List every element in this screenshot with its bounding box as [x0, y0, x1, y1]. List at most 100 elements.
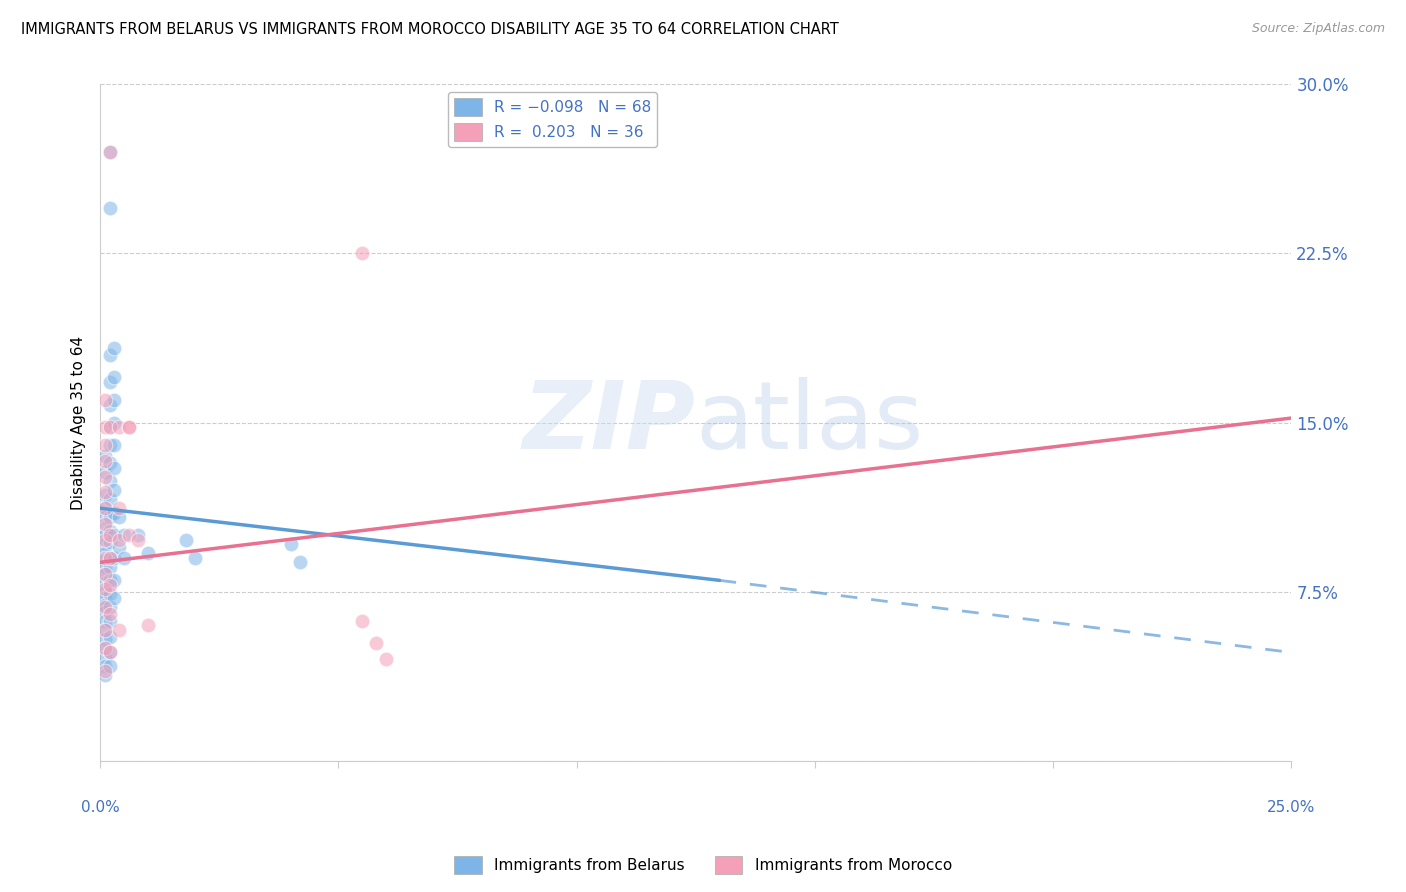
Point: [98, 645, 121, 659]
Legend: Immigrants from Belarus, Immigrants from Morocco: Immigrants from Belarus, Immigrants from…: [449, 850, 957, 880]
Point: [98, 578, 121, 592]
Point: [94, 623, 117, 637]
Point: [108, 501, 131, 516]
Point: [98, 348, 121, 362]
Point: [94, 553, 117, 567]
Point: [94, 614, 117, 628]
Point: [366, 636, 388, 650]
Point: [98, 456, 121, 470]
Text: IMMIGRANTS FROM BELARUS VS IMMIGRANTS FROM MOROCCO DISABILITY AGE 35 TO 64 CORRE: IMMIGRANTS FROM BELARUS VS IMMIGRANTS FR…: [21, 22, 839, 37]
Point: [94, 537, 117, 551]
Point: [127, 528, 149, 542]
Point: [112, 550, 135, 565]
Point: [103, 574, 125, 588]
Point: [98, 550, 121, 565]
Text: Source: ZipAtlas.com: Source: ZipAtlas.com: [1251, 22, 1385, 36]
Point: [98, 145, 121, 159]
Point: [94, 465, 117, 479]
Point: [94, 510, 117, 524]
Point: [94, 438, 117, 452]
Point: [98, 492, 121, 507]
Point: [98, 528, 121, 542]
Point: [98, 438, 121, 452]
Point: [98, 614, 121, 628]
Point: [98, 535, 121, 549]
Point: [108, 540, 131, 554]
Point: [98, 398, 121, 412]
Point: [94, 623, 117, 637]
Point: [94, 600, 117, 615]
Point: [98, 202, 121, 216]
Point: [94, 454, 117, 468]
Point: [94, 566, 117, 581]
Point: [290, 555, 312, 569]
Point: [98, 510, 121, 524]
Point: [94, 501, 117, 516]
Point: [94, 533, 117, 547]
Point: [98, 550, 121, 565]
Point: [94, 582, 117, 597]
Point: [103, 416, 125, 430]
Point: [136, 546, 159, 560]
Point: [94, 485, 117, 500]
Point: [94, 516, 117, 531]
Point: [94, 559, 117, 574]
Text: 25.0%: 25.0%: [1267, 799, 1316, 814]
Point: [94, 488, 117, 502]
Point: [103, 506, 125, 520]
Point: [103, 392, 125, 407]
Point: [94, 664, 117, 678]
Point: [98, 145, 121, 159]
Point: [118, 528, 141, 542]
Point: [94, 546, 117, 560]
Point: [94, 420, 117, 434]
Legend: R = −0.098   N = 68, R =  0.203   N = 36: R = −0.098 N = 68, R = 0.203 N = 36: [449, 92, 658, 147]
Point: [98, 607, 121, 622]
Point: [127, 533, 149, 547]
Point: [103, 341, 125, 355]
Y-axis label: Disability Age 35 to 64: Disability Age 35 to 64: [72, 335, 86, 509]
Point: [103, 483, 125, 498]
Text: ZIP: ZIP: [523, 376, 696, 468]
Point: [94, 469, 117, 483]
Point: [98, 420, 121, 434]
Point: [94, 521, 117, 535]
Point: [94, 575, 117, 590]
Point: [98, 375, 121, 389]
Point: [108, 623, 131, 637]
Point: [94, 605, 117, 619]
Point: [108, 533, 131, 547]
Point: [94, 501, 117, 516]
Point: [98, 600, 121, 615]
Point: [94, 668, 117, 682]
Point: [174, 533, 197, 547]
Point: [352, 614, 374, 628]
Point: [103, 550, 125, 565]
Point: [103, 438, 125, 452]
Point: [184, 550, 207, 565]
Text: atlas: atlas: [696, 376, 924, 468]
Text: 0.0%: 0.0%: [80, 799, 120, 814]
Point: [94, 566, 117, 581]
Point: [94, 450, 117, 464]
Point: [94, 598, 117, 612]
Point: [98, 524, 121, 538]
Point: [98, 420, 121, 434]
Point: [118, 420, 141, 434]
Point: [108, 420, 131, 434]
Point: [94, 584, 117, 599]
Point: [98, 659, 121, 673]
Point: [136, 618, 159, 632]
Point: [94, 591, 117, 606]
Point: [103, 370, 125, 384]
Point: [280, 537, 302, 551]
Point: [98, 574, 121, 588]
Point: [94, 550, 117, 565]
Point: [94, 632, 117, 646]
Point: [375, 652, 398, 666]
Point: [103, 591, 125, 606]
Point: [352, 246, 374, 260]
Point: [98, 630, 121, 644]
Point: [103, 528, 125, 542]
Point: [98, 474, 121, 488]
